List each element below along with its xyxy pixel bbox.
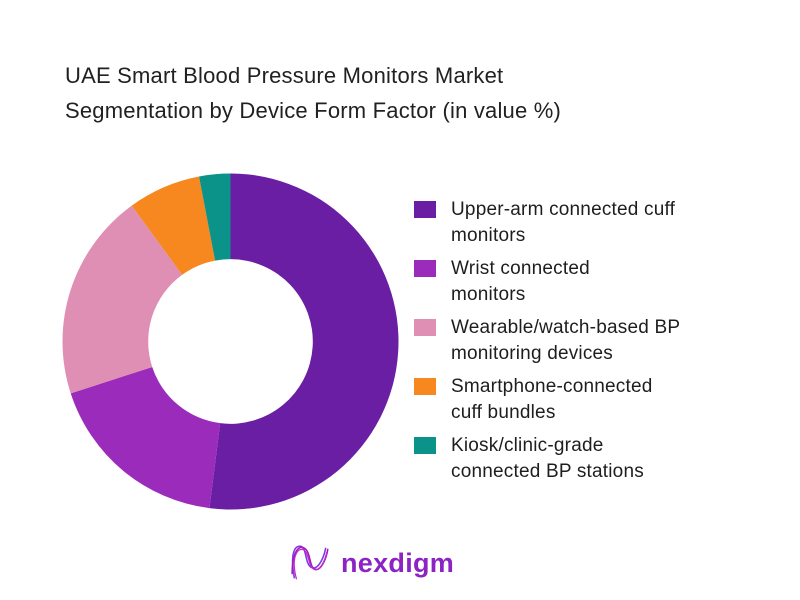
legend-label-line: monitors [451,225,526,246]
legend-label-line: Smartphone-connected [451,376,653,397]
chart-title: UAE Smart Blood Pressure Monitors Market… [65,63,562,123]
donut-segment-3 [131,176,216,275]
legend-item: Upper-arm connected cuff monitors [414,197,784,249]
legend-label-line: Wrist connected [451,258,590,279]
legend-label-line: Wearable/watch-based BP [451,317,681,338]
legend-label: Wrist connected monitors [451,256,590,308]
legend-label-line: Kiosk/clinic-grade [451,435,604,456]
donut-segment-4 [199,173,231,261]
legend-item: Wrist connected monitors [414,256,784,308]
legend-swatch-wearable [414,319,436,336]
legend-swatch-upper-arm [414,201,436,218]
legend-label-line: monitoring devices [451,343,614,364]
legend-swatch-kiosk [414,437,436,454]
legend-label: Upper-arm connected cuff monitors [451,197,675,249]
donut-segment-1 [70,366,221,509]
legend-label: Smartphone-connected cuff bundles [451,374,653,426]
legend-label: Wearable/watch-based BP monitoring devic… [451,315,680,367]
chart-legend: Upper-arm connected cuff monitors Wrist … [414,197,784,492]
donut-chart-svg [62,173,399,510]
legend-item: Kiosk/clinic-grade connected BP stations [414,433,784,485]
legend-label: Kiosk/clinic-grade connected BP stations [451,433,644,485]
donut-segment-0 [209,173,399,510]
legend-label-line: monitors [451,284,526,305]
nexdigm-logo: nexdigm [288,540,454,584]
legend-label-line: cuff bundles [451,402,556,423]
legend-label-line: connected BP stations [451,461,644,482]
legend-label-line: Upper-arm connected cuff [451,199,676,220]
legend-item: Wearable/watch-based BP monitoring devic… [414,315,784,367]
donut-segment-2 [62,205,183,394]
nexdigm-logo-text: nexdigm [341,547,455,578]
legend-item: Smartphone-connected cuff bundles [414,374,784,426]
nexdigm-logo-icon [291,545,329,580]
legend-swatch-smartphone [414,378,436,395]
donut-chart [62,173,399,510]
legend-swatch-wrist [414,260,436,277]
